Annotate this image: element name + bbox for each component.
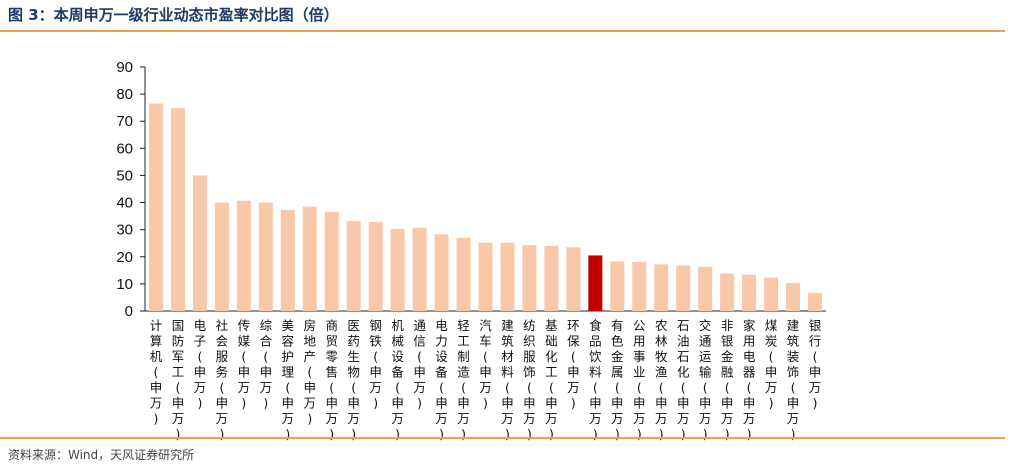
bar [456,237,471,311]
y-tick-label: 20 [116,249,133,266]
x-category-labels: 计算机(申万) 国防军工(申万) 电子(申万) 社会服务(申万) 传媒(申万) 综合(申万… [150,318,822,442]
x-tick-label: 医药生物(申万) [347,318,360,442]
x-tick-label: 公用事业(申万) [633,318,646,442]
top-divider [0,30,1005,32]
y-tick-label: 50 [116,167,133,184]
bar [214,202,229,311]
y-tick-label: 70 [116,113,133,130]
x-tick-label: 建筑装饰(申万) [787,318,800,442]
y-tick-label: 10 [116,276,133,293]
bar [368,222,383,311]
chart-title: 图 3：本周申万一级行业动态市盈率对比图（倍） [8,6,339,24]
bar [588,255,603,311]
x-tick-label: 环保(申万) [567,318,580,411]
x-tick-label: 国防军工(申万) [172,318,185,442]
bar [390,228,405,311]
bar [236,200,251,311]
bar [192,175,207,311]
bar [500,242,515,311]
x-tick-label: 综合(申万) [260,318,273,411]
x-tick-label: 有色金属(申万) [611,318,624,442]
bottom-divider [0,437,1005,439]
y-tick-label: 40 [116,195,133,212]
bar [346,220,361,311]
bar [170,108,185,311]
bar [632,261,647,311]
x-tick-label: 社会服务(申万) [216,318,229,442]
x-tick-label: 轻工制造(申万) [457,318,470,442]
bar [544,245,559,311]
x-tick-label: 非银金融(申万) [721,318,734,442]
x-tick-label: 家用电器(申万) [743,318,756,442]
y-tick-label: 60 [116,140,133,157]
x-tick-label: 食品饮料(申万) [589,318,602,442]
x-tick-label: 通信(申万) [413,318,426,411]
x-tick-label: 计算机(申万) [150,318,163,426]
y-tick-labels: 0 10 20 30 40 50 60 70 80 90 [116,59,133,320]
bar [786,283,801,311]
bar [654,264,669,311]
bar [324,212,339,311]
x-tick-label: 银行(申万) [809,318,822,411]
bar [610,261,625,311]
bar [412,227,427,311]
bar [522,245,537,311]
y-tick-label: 0 [125,303,133,320]
bar [280,209,295,311]
bar [676,265,691,311]
x-tick-label: 纺织服饰(申万) [523,318,536,442]
x-tick-label: 石油石化(申万) [677,318,690,442]
x-tick-label: 交通运输(申万) [699,318,712,442]
bar [478,242,493,311]
x-tick-label: 美容护理(申万) [282,318,295,442]
x-tick-label: 建筑材料(申万) [501,318,514,442]
bar [148,103,163,311]
bar [698,266,713,311]
x-tick-label: 电力设备(申万) [435,318,448,442]
x-tick-label: 机械设备(申万) [391,318,404,442]
x-tick-label: 传媒(申万) [238,318,251,411]
x-tick-label: 农林牧渔(申万) [655,318,668,442]
bar [434,234,449,311]
x-tick-label: 基础化工(申万) [545,318,558,442]
x-tick-label: 煤炭(申万) [765,318,778,411]
y-tick-label: 80 [116,86,133,103]
bar [808,292,823,311]
bar [566,247,581,311]
bar [302,206,317,311]
bar [742,274,757,311]
x-tick-label: 商贸零售(申万) [325,318,338,442]
x-tick-label: 电子(申万) [194,318,207,411]
bar [258,202,273,311]
bar [720,273,735,311]
x-tick-label: 汽车(申万) [479,318,492,411]
bar [764,277,779,311]
x-tick-label: 钢铁(申万) [369,318,382,411]
y-tick-label: 90 [116,59,133,76]
x-tick-label: 房地产(申万) [304,318,317,426]
source-note: 资料来源：Wind，天风证券研究所 [8,448,195,462]
chart-bars [148,103,823,311]
y-tick-label: 30 [116,222,133,239]
